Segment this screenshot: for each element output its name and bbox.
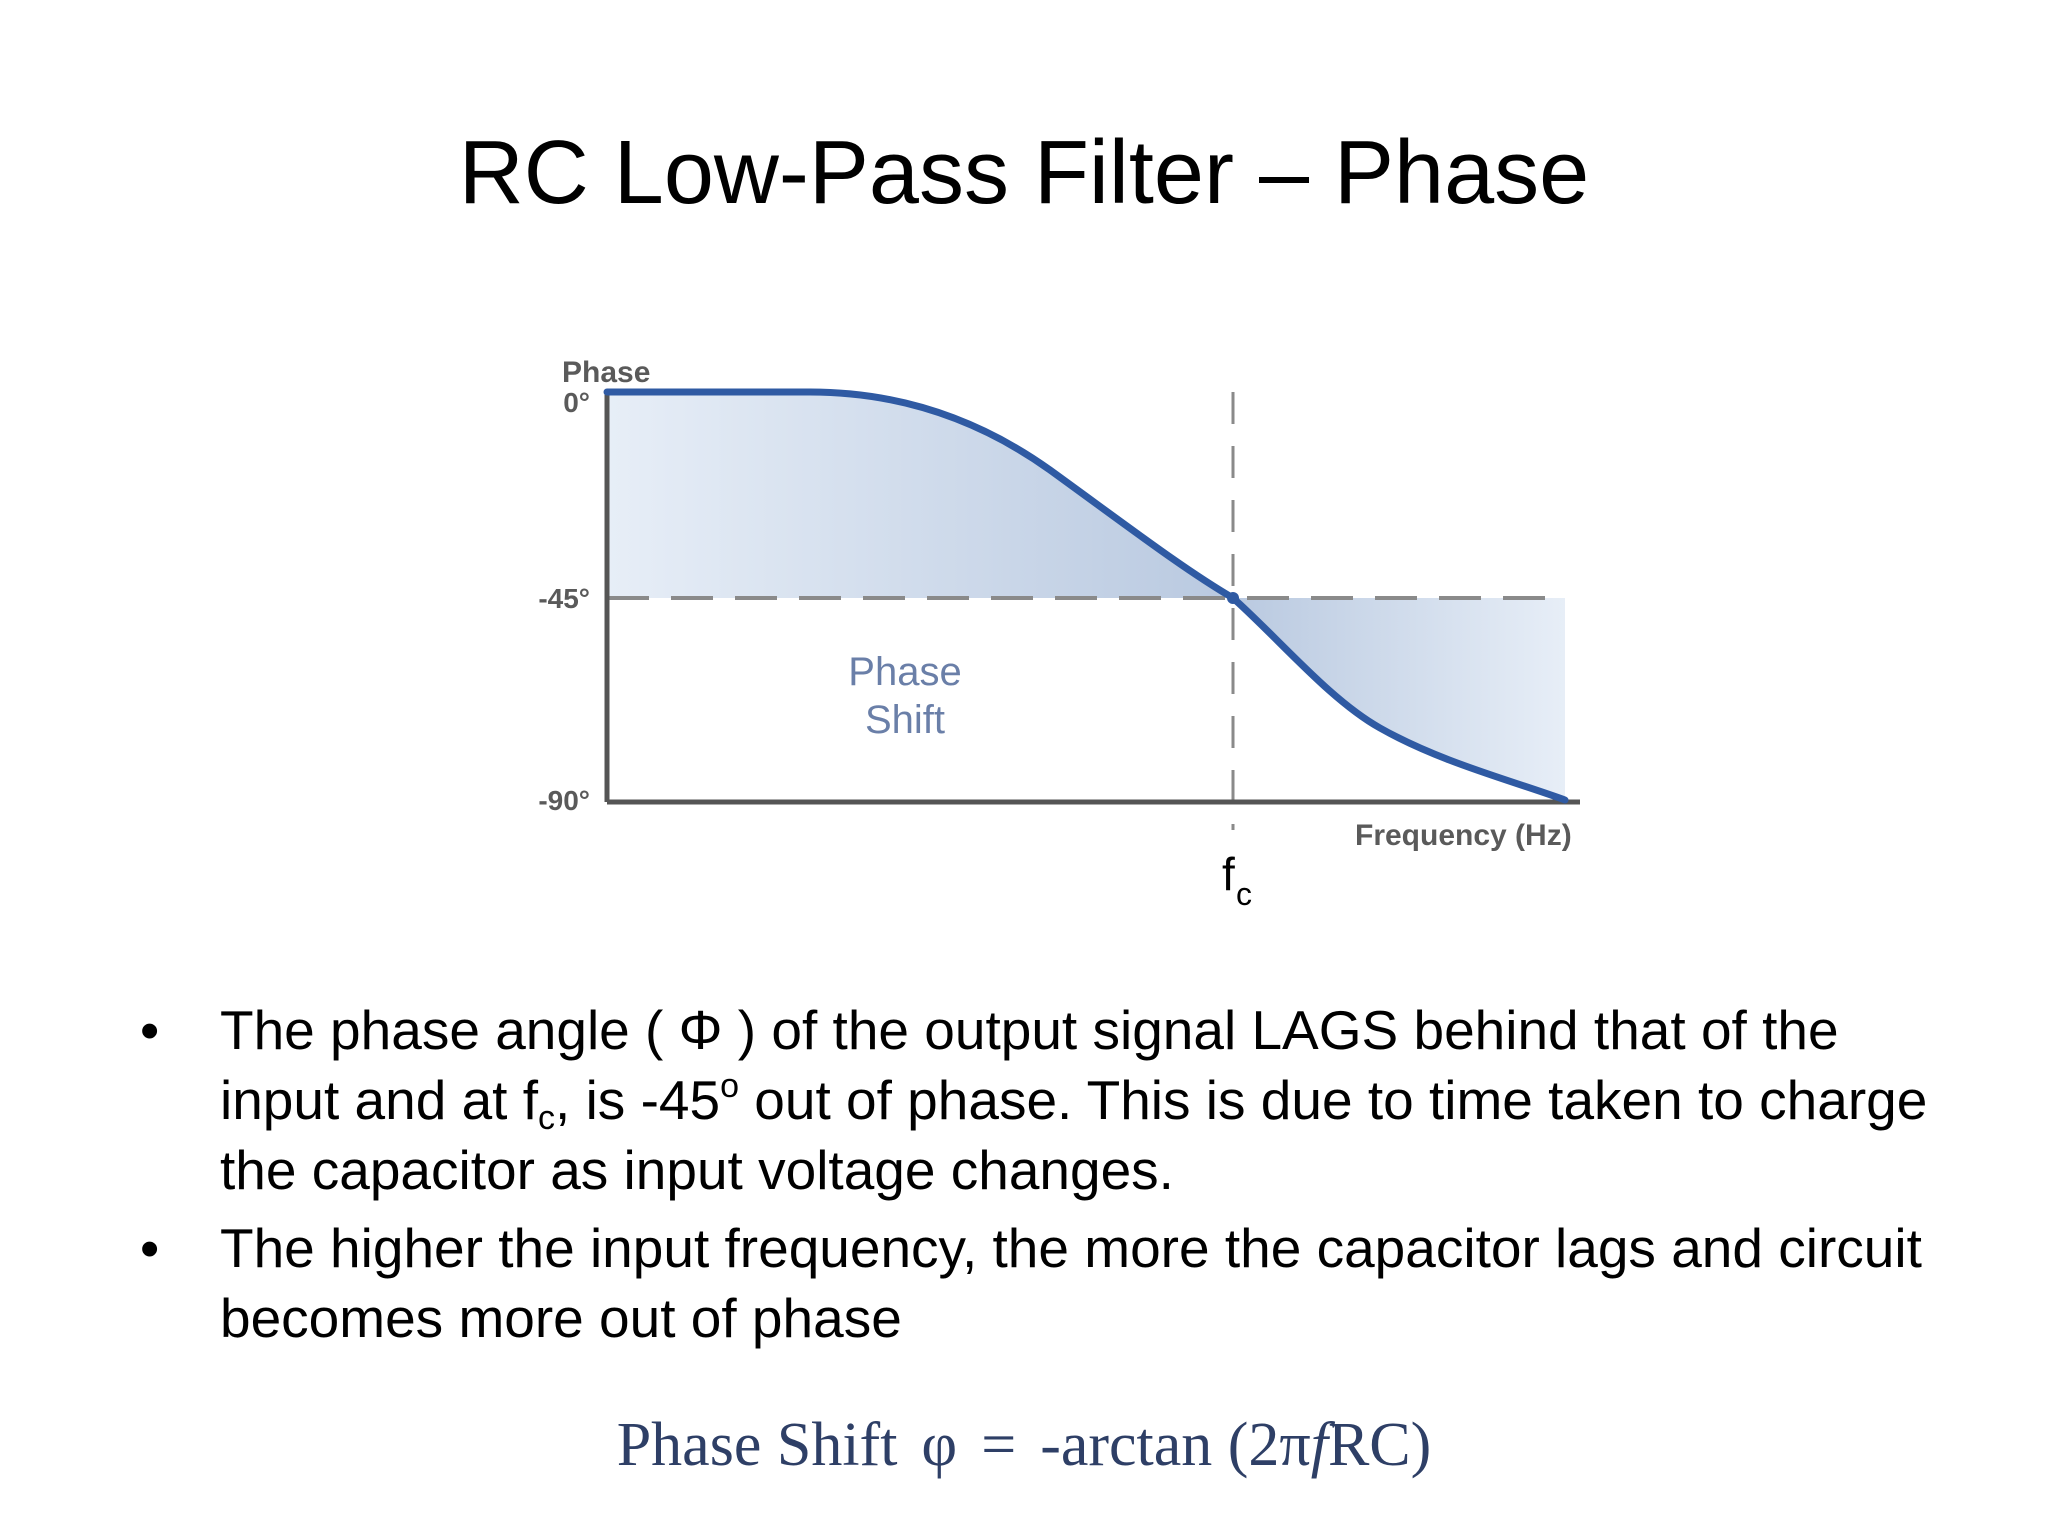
y-tick-minus-90: -90° xyxy=(538,785,590,816)
cutoff-frequency-label: f xyxy=(1222,848,1235,900)
slide-title: RC Low-Pass Filter – Phase xyxy=(458,123,1590,223)
phase-shift-label-line1: Phase xyxy=(848,650,961,694)
phase-fill-lower xyxy=(1233,598,1565,800)
bullet-1-superscript: o xyxy=(720,1067,740,1105)
formula-equals: = xyxy=(981,1411,1017,1479)
formula-f: f xyxy=(1310,1411,1328,1479)
phase-fill-upper xyxy=(607,392,1233,598)
cutoff-frequency-subscript: c xyxy=(1236,876,1252,912)
formula-rhs-end: RC) xyxy=(1327,1411,1432,1479)
phase-shift-label-line2: Shift xyxy=(865,698,945,742)
bullet-glyph: • xyxy=(140,999,160,1061)
bullet-1-subscript: c xyxy=(538,1099,556,1137)
y-tick-minus-45: -45° xyxy=(538,583,590,614)
bullet-list: • The phase angle ( Φ ) of the output si… xyxy=(140,995,1960,1361)
bullet-1-text-c: out of phase. This is due to time taken … xyxy=(220,1069,1928,1201)
y-tick-0: 0° xyxy=(563,387,590,418)
bullet-2-text: The higher the input frequency, the more… xyxy=(220,1217,1922,1349)
x-axis-title: Frequency (Hz) xyxy=(1355,819,1572,852)
cutoff-point xyxy=(1227,592,1239,604)
phase-shift-formula: Phase Shift φ = -arctan (2πfRC) xyxy=(0,1405,2048,1485)
formula-rhs-start: -arctan (2π xyxy=(1040,1411,1311,1479)
formula-phi: φ xyxy=(921,1411,958,1479)
bullet-1-text-a: The phase angle ( Φ ) of the output sign… xyxy=(220,999,1839,1131)
bullet-item: • The phase angle ( Φ ) of the output si… xyxy=(140,995,1960,1205)
bullet-1-text-b: , is -45 xyxy=(555,1069,721,1131)
bullet-glyph: • xyxy=(140,1217,160,1279)
y-axis-title: Phase xyxy=(562,356,650,389)
bullet-item: • The higher the input frequency, the mo… xyxy=(140,1213,1960,1353)
formula-lhs: Phase Shift xyxy=(616,1411,898,1479)
